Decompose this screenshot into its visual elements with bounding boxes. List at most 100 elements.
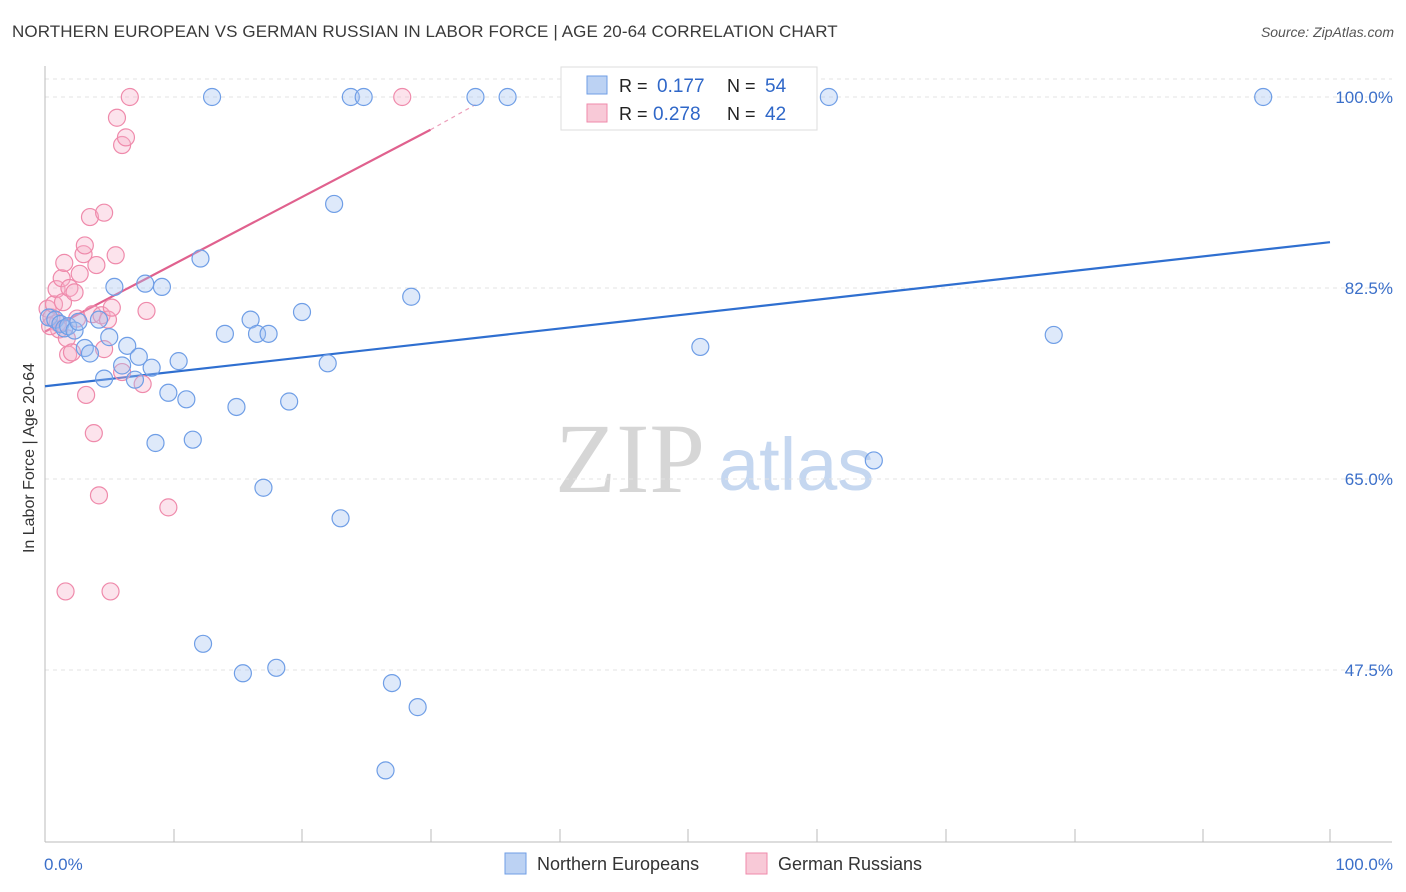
point-northern [177,390,196,409]
point-german [120,87,139,107]
point-german [106,246,125,265]
trendlines [44,104,1331,388]
point-northern [280,392,299,411]
point-german [47,279,66,299]
point-german [75,236,94,255]
point-northern [233,664,252,683]
point-northern [118,336,137,355]
point-northern [95,369,114,388]
x-tick-label: 100.0% [1335,855,1393,874]
y-axis-title: In Labor Force | Age 20-64 [21,363,38,553]
y-tick-labels: 47.5% 65.0% 82.5% 100.0% [1335,88,1393,680]
point-german [87,255,106,275]
point-german [65,283,84,302]
point-northern [202,87,222,107]
point-german [95,203,114,222]
axes [44,66,1392,843]
series-label-northern: Northern Europeans [537,854,699,874]
point-german [393,87,412,107]
point-northern [402,287,421,306]
point-northern [325,194,344,214]
point-northern [382,673,402,693]
stats-legend: R = 0.177 N = 54 R = 0.278 N = 42 [560,66,818,131]
point-northern [191,249,210,268]
point-northern [466,87,485,107]
legend-n-value-1: 54 [765,76,787,97]
series-swatch-northern [504,852,527,875]
point-northern [1044,325,1063,345]
point-northern [227,397,246,417]
point-northern [215,324,234,343]
watermark-atlas: atlas [718,423,874,506]
point-german [70,264,89,283]
point-german [107,108,127,127]
point-northern [341,87,360,107]
legend-n-value-2: 42 [765,104,786,125]
point-northern [864,451,883,470]
data-points [38,87,1273,780]
point-northern [75,338,94,358]
watermark-zip: ZIP [555,403,705,514]
point-german [116,128,136,147]
legend-swatch-northern [586,75,608,95]
point-northern [89,310,109,329]
point-northern [112,356,132,375]
point-german [84,424,103,443]
point-german [101,582,120,601]
point-german [102,298,121,317]
point-northern [69,312,88,331]
point-german [95,340,114,359]
point-german [77,385,96,405]
point-northern [254,478,273,497]
point-german [55,253,74,272]
series-label-german: German Russians [778,854,922,874]
point-northern [125,370,145,389]
x-tick-labels: 0.0% 100.0% [44,855,1393,874]
point-northern [129,347,148,366]
point-german [80,207,100,227]
trendline-german-extension [430,104,476,131]
legend-r-value-2: 0.278 [653,104,701,125]
point-northern [498,87,517,107]
point-northern [331,509,350,528]
y-tick-label: 100.0% [1335,88,1393,107]
source-label: Source: ZipAtlas.com [1260,24,1394,40]
point-northern [259,324,278,343]
point-northern [105,277,124,297]
trendline-german [44,128,432,333]
point-northern [267,658,286,677]
point-german [56,582,75,601]
point-northern [376,761,395,780]
point-german [159,498,178,517]
point-northern [169,352,188,371]
x-tick-label: 0.0% [44,855,83,874]
legend-r-label-1: R = [619,76,648,96]
point-northern [354,87,373,107]
point-northern [159,383,178,402]
point-northern [292,302,312,322]
legend-r-value-1: 0.177 [657,76,705,97]
point-german [52,269,71,288]
point-northern [80,344,100,363]
point-northern [691,337,710,357]
series-legend: Northern Europeans German Russians [504,852,922,875]
point-northern [318,354,337,373]
legend-swatch-german [586,103,608,123]
point-northern [819,87,838,107]
point-northern [193,634,213,653]
legend-r-label-2: R = [619,104,648,124]
point-german [89,486,109,505]
y-tick-label: 82.5% [1345,279,1393,298]
point-northern [152,277,172,297]
legend-n-label-2: N = [727,104,756,124]
y-tick-label: 65.0% [1345,470,1393,489]
gridlines [45,78,1392,671]
point-german [137,301,156,321]
y-tick-label: 47.5% [1345,661,1393,680]
trendline-northern [44,241,1331,388]
series-swatch-german [745,852,768,875]
point-northern [408,698,427,717]
legend-n-label-1: N = [727,76,756,96]
point-northern [142,358,161,377]
